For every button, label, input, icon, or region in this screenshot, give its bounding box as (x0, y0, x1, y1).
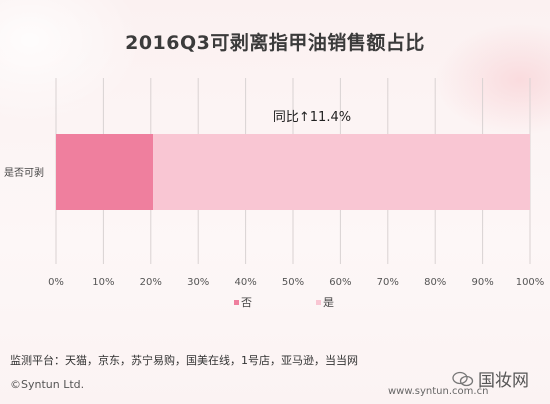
x-tick-label: 90% (471, 277, 493, 288)
x-tick-label: 70% (377, 277, 399, 288)
x-tick-label: 0% (48, 277, 64, 288)
copyright: ©Syntun Ltd. (10, 378, 85, 391)
x-tick-label: 60% (329, 277, 351, 288)
legend-label-是: 是 (323, 296, 334, 309)
x-tick-label: 30% (187, 277, 209, 288)
annotation-yoy: 同比↑11.4% (273, 110, 351, 125)
bar-segment-是 (153, 134, 531, 210)
x-tick-label: 20% (140, 277, 162, 288)
watermark-text: 国妆网 (478, 371, 529, 391)
chart-title: 2016Q3可剥离指甲油销售额占比 (125, 32, 425, 54)
legend-swatch-是 (316, 300, 321, 305)
x-tick-label: 100% (516, 277, 545, 288)
wechat-icon (452, 371, 474, 386)
legend-swatch-否 (234, 300, 239, 305)
legend-label-否: 否 (241, 296, 252, 309)
x-tick-label: 40% (234, 277, 256, 288)
bar-segment-否 (56, 134, 154, 210)
category-label: 是否可剥 (4, 167, 44, 179)
watermark: 国妆网 (452, 366, 529, 391)
x-tick-label: 50% (282, 277, 304, 288)
x-tick-label: 10% (92, 277, 114, 288)
website-url: www.syntun.com.cn (388, 386, 489, 397)
footnote: 监测平台：天猫，京东，苏宁易购，国美在线，1号店，亚马逊，当当网 (10, 354, 358, 367)
x-tick-label: 80% (424, 277, 446, 288)
